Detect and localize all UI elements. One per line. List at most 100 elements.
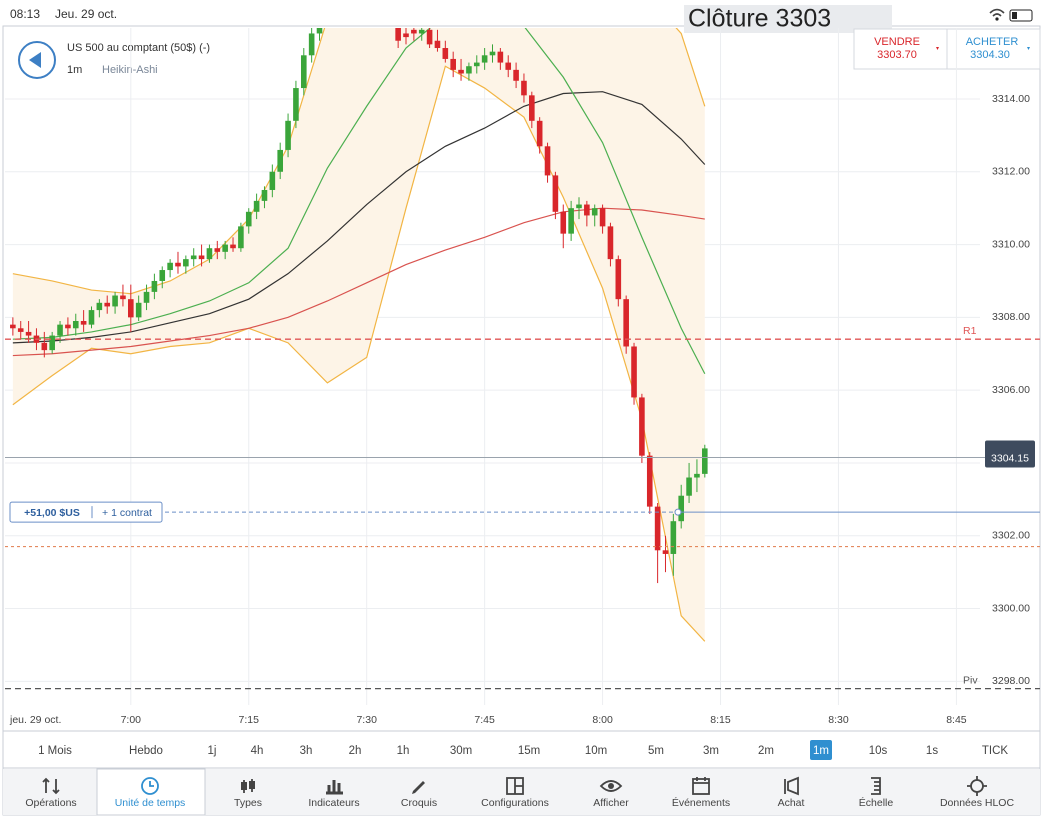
icon-eye (599, 780, 623, 792)
candle-body (143, 291, 150, 303)
candle-body (497, 51, 504, 63)
candle-body (513, 69, 519, 81)
toolbar-item[interactable]: Types (234, 797, 262, 809)
x-tick-label: 7:15 (239, 714, 260, 726)
timeframe-item[interactable]: 10m (585, 745, 607, 757)
timeframe-item[interactable]: 3m (703, 745, 719, 757)
icon-indicators (326, 780, 343, 795)
sell-label[interactable]: VENDRE (874, 36, 920, 48)
timeframe-item[interactable]: Hebdo (129, 745, 163, 757)
candle-body (536, 120, 543, 147)
candle-body (670, 521, 677, 554)
current-price-box (985, 440, 1035, 468)
candle-body (222, 244, 228, 252)
icon-calendar-top (693, 777, 709, 784)
sell-price[interactable]: 3303.70 (877, 49, 917, 61)
toolbar: Opérations Unité de temps Types Indicateurs… (25, 768, 1015, 816)
candle-body (277, 149, 284, 172)
candle-body (505, 62, 512, 70)
timeframe-item[interactable]: 1h (397, 745, 410, 757)
y-tick-label: 3312.00 (992, 166, 1030, 178)
candle-body (615, 259, 622, 300)
toolbar-item[interactable]: Unité de temps (115, 797, 186, 809)
timeframe-item[interactable]: 1j (208, 745, 217, 757)
interval: 1m (67, 64, 82, 76)
buy-caret (1027, 47, 1030, 50)
candle-body (599, 208, 606, 227)
plot-area (10, 28, 708, 642)
timeframe-item[interactable]: 1 Mois (38, 745, 72, 757)
timeframe-item[interactable]: 10s (869, 745, 888, 757)
candle-body (72, 321, 79, 329)
toolbar-item[interactable]: Opérations (25, 797, 76, 809)
icon-hloc-cross (967, 776, 987, 796)
instrument-name: US 500 au comptant (50$) (-) (67, 42, 210, 54)
toolbar-item[interactable]: Échelle (859, 796, 894, 809)
candle-body (261, 189, 268, 201)
candle-body (654, 506, 661, 551)
chart: 3298.003300.003302.003304.003306.003308.… (5, 28, 1040, 726)
candle-body (269, 171, 276, 190)
icon-eye-pupil (608, 783, 614, 789)
candle-body (230, 244, 236, 249)
candle-body (167, 262, 173, 271)
buy-button[interactable]: ACHETER 3304.30 (966, 36, 1030, 61)
candle-body (41, 342, 48, 351)
buy-price[interactable]: 3304.30 (970, 49, 1010, 61)
candle-body (96, 302, 103, 311)
candle-body (607, 226, 614, 260)
x-tick-label: 8:00 (592, 714, 613, 726)
candle-body (426, 29, 433, 45)
toolbar-icons (42, 776, 987, 796)
position-tag[interactable] (9, 501, 163, 523)
candle-body (403, 33, 409, 38)
toolbar-item[interactable]: Données HLOC (940, 797, 1015, 809)
candle-body (694, 473, 700, 478)
timeframe-item[interactable]: TICK (982, 745, 1009, 757)
candle-body (104, 302, 111, 307)
candle-body (458, 69, 464, 74)
timeframe-item[interactable]: 15m (518, 745, 540, 757)
candle-body (701, 448, 708, 474)
status-time: 08:13 (10, 7, 40, 21)
timeframe-item[interactable]: 1s (926, 745, 938, 757)
candle-body (678, 495, 685, 522)
timeframe-item[interactable]: 3h (300, 745, 313, 757)
toolbar-item[interactable]: Achat (778, 797, 805, 809)
band-fill (12, 28, 705, 642)
timeframe-item[interactable]: 1m (813, 745, 829, 757)
toolbar-item[interactable]: Indicateurs (308, 797, 359, 809)
candle-body (473, 62, 480, 67)
toolbar-item[interactable]: Croquis (401, 797, 437, 809)
toolbar-item[interactable]: Afficher (593, 797, 629, 809)
sell-button[interactable]: VENDRE 3303.70 (874, 36, 939, 61)
timeframe-item[interactable]: 4h (251, 745, 264, 757)
y-tick-label: 3302.00 (992, 530, 1030, 542)
y-tick-label: 3310.00 (992, 238, 1030, 250)
icon-buy (784, 776, 799, 796)
candle-body (442, 48, 449, 59)
wifi-icon (989, 8, 1005, 17)
position-pnl[interactable]: +51,00 $US (24, 507, 80, 519)
timeframe-item[interactable]: 5m (648, 745, 664, 757)
candle-body (623, 299, 629, 347)
toolbar-item[interactable]: Événements (672, 796, 730, 809)
toolbar-active (96, 768, 206, 816)
buy-label[interactable]: ACHETER (966, 36, 1019, 48)
timeframe-item[interactable]: 2m (758, 745, 774, 757)
candle-body (57, 324, 63, 336)
candle-body (135, 302, 142, 318)
icon-clock (141, 777, 159, 795)
timeframe-item[interactable]: 2h (349, 745, 362, 757)
position-size[interactable]: + 1 contrat (102, 507, 152, 519)
candle-body (65, 324, 71, 329)
icon-operations (42, 777, 60, 795)
x-tick-label: 8:30 (828, 714, 849, 726)
candle-body (308, 33, 315, 56)
timeframe-item[interactable]: 30m (450, 745, 472, 757)
toolbar-item[interactable]: Configurations (481, 797, 549, 809)
battery-level (1012, 12, 1017, 19)
candle-body (88, 310, 95, 325)
candle-body (568, 208, 574, 234)
